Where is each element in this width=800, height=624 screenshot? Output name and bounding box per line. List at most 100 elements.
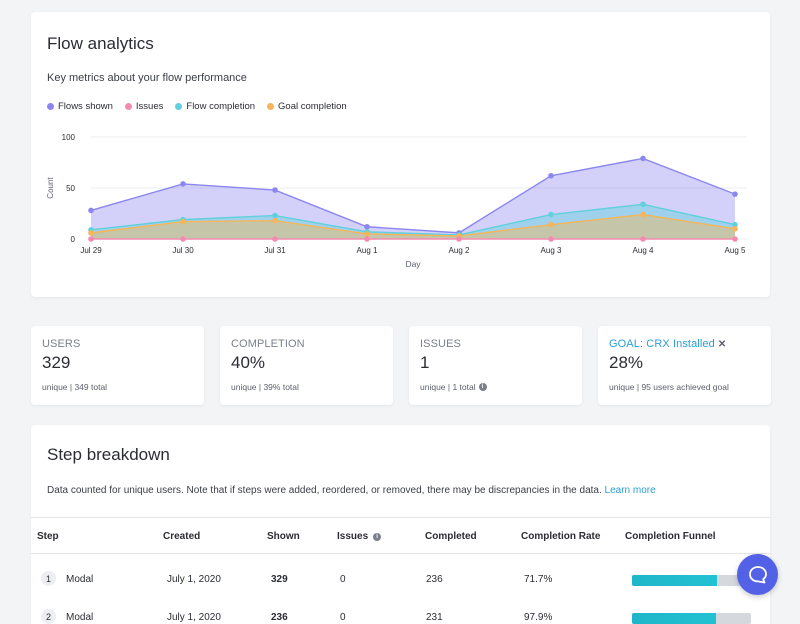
info-icon[interactable]: i (478, 383, 487, 391)
data-point (272, 236, 278, 242)
data-point (364, 236, 370, 242)
chat-bubble-icon (748, 565, 767, 583)
data-point (640, 211, 646, 218)
x-tick-label: Jul 31 (264, 246, 286, 255)
data-point (732, 221, 738, 228)
stat-sub-text: unique | 349 total (42, 382, 108, 392)
stat-card-issues: ISSUES 1 unique | 1 total i (409, 326, 582, 405)
stat-sub: unique | 95 users achieved goal (609, 382, 729, 392)
stat-card-users: USERS 329 unique | 349 total (31, 326, 204, 405)
data-point (548, 211, 554, 218)
y-tick-label: 0 (71, 235, 76, 244)
data-point (640, 201, 646, 208)
stat-label: COMPLETION (231, 338, 305, 350)
data-point (732, 226, 738, 232)
data-point (364, 223, 370, 230)
steps-note: Data counted for unique users. Note that… (47, 485, 656, 496)
column-header-issues[interactable]: Issues i (337, 531, 382, 542)
stat-value: 1 (420, 353, 430, 372)
y-tick-label: 50 (66, 184, 75, 193)
goal-label[interactable]: GOAL: CRX Installed (609, 338, 715, 350)
column-header-shown[interactable]: Shown (267, 531, 300, 542)
legend-item-issues[interactable]: Issues (124, 101, 164, 112)
series-area (91, 214, 735, 239)
step-name: Modal (66, 612, 94, 623)
stat-sub: unique | 39% total (231, 382, 299, 392)
stat-sub-text: unique | 1 total (420, 382, 476, 392)
steps-note-text: Data counted for unique users. Note that… (47, 485, 602, 496)
x-tick-label: Aug 3 (541, 246, 562, 255)
x-tick-label: Jul 29 (80, 246, 102, 255)
stat-label: USERS (42, 338, 81, 350)
step-breakdown-card: Step breakdown Data counted for unique u… (31, 425, 770, 624)
stat-value: 40% (231, 353, 266, 372)
column-header-completed[interactable]: Completed (425, 531, 477, 542)
legend-dot-icon (124, 103, 132, 110)
x-tick-label: Jul 30 (172, 246, 194, 255)
step-number: 1 (41, 571, 56, 586)
section-title: Step breakdown (47, 445, 170, 464)
x-axis-label: Day (405, 259, 421, 269)
stat-sub-text: unique | 95 users achieved goal (609, 382, 729, 392)
legend-dot-icon (175, 103, 183, 110)
legend-item-flow-completion[interactable]: Flow completion (175, 101, 255, 112)
legend-item-flows-shown[interactable]: Flows shown (47, 101, 113, 112)
stat-sub: unique | 1 total i (420, 382, 487, 392)
stat-value: 28% (609, 353, 644, 372)
flow-analytics-card: Flow analytics Key metrics about your fl… (31, 12, 770, 297)
data-point (640, 236, 646, 242)
column-header-completion-rate[interactable]: Completion Rate (521, 531, 601, 542)
y-tick-label: 100 (62, 133, 76, 142)
legend-label: Issues (135, 101, 164, 112)
step-name: Modal (66, 574, 94, 585)
data-point (88, 236, 94, 242)
stat-card-goal: GOAL: CRX Installed ✕ 28% unique | 95 use… (598, 326, 771, 405)
legend-item-goal-completion[interactable]: Goal completion (267, 101, 347, 112)
x-tick-label: Aug 1 (357, 246, 378, 255)
step-issues: 0 (340, 612, 346, 623)
step-rate: 97.9% (524, 612, 553, 623)
completion-funnel-bar (632, 613, 751, 624)
close-icon[interactable]: ✕ (717, 339, 727, 350)
data-point (548, 172, 554, 179)
legend-label: Flows shown (58, 101, 113, 112)
step-rate: 71.7% (524, 574, 553, 585)
info-icon[interactable]: i (373, 532, 382, 541)
page-title: Flow analytics (47, 34, 154, 53)
series-line (90, 157, 736, 234)
data-point (272, 187, 278, 193)
column-header-completion-funnel[interactable]: Completion Funnel (625, 531, 716, 542)
stat-sub-text: unique | 39% total (231, 382, 299, 392)
stat-card-completion: COMPLETION 40% unique | 39% total (220, 326, 393, 405)
data-point (180, 181, 186, 187)
series-line (90, 213, 736, 237)
series-area (91, 158, 735, 239)
chart-legend: Flows shown Issues Flow completion Goal … (47, 101, 347, 112)
column-header-step[interactable]: Step (37, 531, 59, 542)
data-point (732, 191, 738, 197)
table-row[interactable]: 1 Modal July 1, 2020 329 0 236 71.7% (31, 561, 770, 599)
table-header: Step Created Shown Issues i Completed Co… (31, 517, 770, 554)
legend-dot-icon (47, 103, 54, 110)
learn-more-link[interactable]: Learn more (604, 485, 656, 496)
data-point (180, 236, 186, 242)
stat-label-goal[interactable]: GOAL: CRX Installed ✕ (609, 338, 726, 350)
completion-funnel-fill (632, 613, 716, 624)
data-point (88, 230, 94, 236)
stat-value: 329 (42, 353, 71, 372)
step-created: July 1, 2020 (167, 612, 221, 623)
x-tick-label: Aug 2 (449, 246, 470, 255)
step-completed: 231 (426, 612, 443, 623)
legend-label: Goal completion (278, 101, 347, 112)
table-row[interactable]: 2 Modal July 1, 2020 236 0 231 97.9% (31, 599, 770, 624)
x-tick-label: Aug 4 (633, 246, 654, 255)
data-point (180, 218, 186, 225)
completion-funnel-bar (632, 575, 751, 586)
stat-label: ISSUES (420, 338, 461, 350)
data-point (272, 212, 278, 219)
completion-funnel-fill (632, 575, 718, 586)
legend-label: Flow completion (186, 101, 256, 112)
step-issues: 0 (340, 574, 346, 585)
chat-launcher-button[interactable] (737, 554, 778, 595)
column-header-created[interactable]: Created (163, 531, 201, 542)
